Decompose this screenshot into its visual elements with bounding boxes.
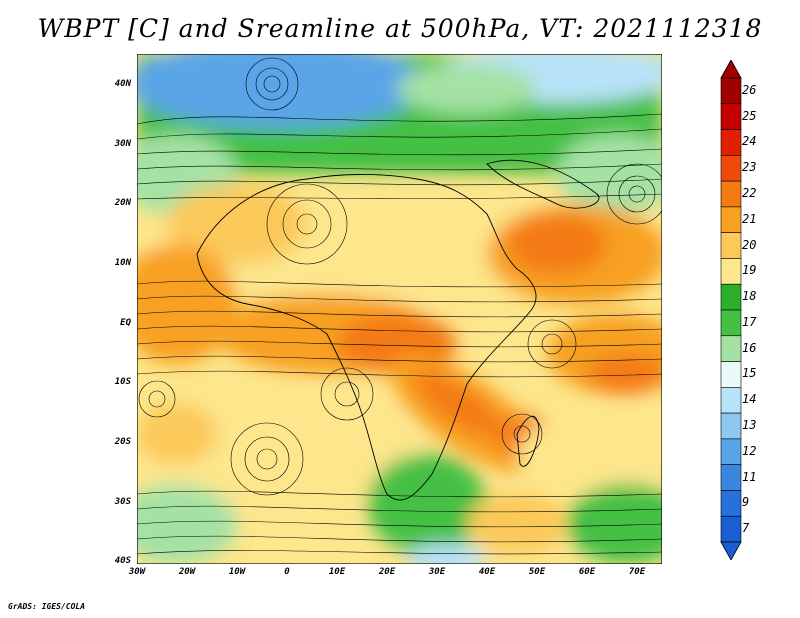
colorbar-tick-label: 22 <box>742 186 757 200</box>
x-tick-label: 70E <box>628 567 646 577</box>
colorbar-swatch <box>720 335 742 362</box>
colorbar-swatch <box>720 412 742 440</box>
map-title: WBPT [C] and Sreamline at 500hPa, VT: 20… <box>37 14 763 43</box>
y-tick-label: 40N <box>114 79 131 89</box>
colorbar-tick-label: 14 <box>742 392 757 407</box>
y-tick-label: 10S <box>114 377 131 387</box>
colorbar-tick-label: 21 <box>742 211 757 226</box>
x-tick-label: 10E <box>328 567 346 577</box>
colorbar-swatch <box>720 103 742 130</box>
x-tick-label: 30E <box>428 567 446 577</box>
colorbar <box>720 60 742 560</box>
colorbar-swatch <box>720 180 742 208</box>
x-tick-label: 60E <box>578 567 596 577</box>
y-tick-label: EQ <box>120 318 131 328</box>
colorbar-swatch <box>720 232 742 259</box>
colorbar-tick-label: 19 <box>742 263 757 278</box>
colorbar-swatch <box>720 258 742 285</box>
map-panel <box>137 54 662 564</box>
colorbar-swatch <box>720 438 742 465</box>
wbpt-field <box>137 54 662 564</box>
colorbar-swatch <box>720 464 742 491</box>
colorbar-swatch <box>720 206 742 233</box>
colorbar-swatch <box>720 155 742 182</box>
colorbar-tick-label: 12 <box>742 443 757 458</box>
colorbar-tick-label: 24 <box>742 134 757 149</box>
colorbar-tick-label: 13 <box>742 418 757 432</box>
coastlines <box>196 159 600 501</box>
colorbar-swatch <box>720 490 742 517</box>
colorbar-tick-label: 18 <box>742 289 757 304</box>
colorbar-tick-label: 26 <box>742 82 757 97</box>
y-tick-label: 10N <box>114 258 131 268</box>
colorbar-swatch <box>720 361 742 388</box>
colorbar-swatch <box>720 283 742 311</box>
colorbar-swatch <box>720 309 742 337</box>
colorbar-swatch <box>720 77 742 105</box>
colorbar-tick-label: 20 <box>742 237 757 252</box>
y-tick-label: 20S <box>114 437 131 447</box>
colorbar-swatch <box>720 387 742 414</box>
colorbar-swatch <box>720 515 742 543</box>
streamlines <box>137 57 662 555</box>
colorbar-min-arrow <box>720 541 742 560</box>
y-tick-label: 20N <box>114 198 131 208</box>
colorbar-max-arrow <box>720 60 742 79</box>
colorbar-tick-label: 17 <box>742 314 757 329</box>
colorbar-tick-label: 7 <box>742 521 750 536</box>
y-tick-label: 40S <box>114 556 131 566</box>
colorbar-tick-label: 25 <box>742 108 757 123</box>
colorbar-tick-label: 11 <box>742 469 757 484</box>
y-tick-label: 30S <box>114 497 131 507</box>
x-tick-label: 10W <box>228 567 246 577</box>
colorbar-tick-label: 15 <box>742 366 757 381</box>
y-tick-label: 30N <box>114 139 131 149</box>
colorbar-swatch <box>720 129 742 156</box>
x-tick-label: 40E <box>478 567 496 577</box>
colorbar-tick-label: 23 <box>742 160 757 175</box>
credit-text: GrADS: IGES/COLA <box>8 602 86 611</box>
x-tick-label: 30W <box>128 567 146 577</box>
x-tick-label: 0 <box>284 567 290 577</box>
x-tick-label: 50E <box>528 567 546 577</box>
x-tick-label: 20E <box>378 567 396 577</box>
colorbar-tick-label: 16 <box>742 340 757 355</box>
colorbar-tick-label: 9 <box>742 495 750 510</box>
x-tick-label: 20W <box>178 567 196 577</box>
